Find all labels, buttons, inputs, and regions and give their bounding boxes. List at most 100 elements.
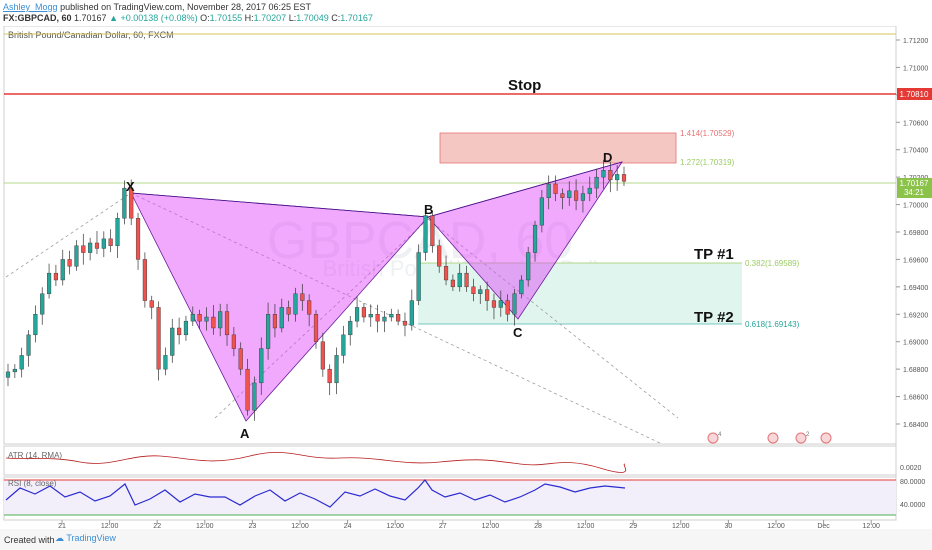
stop-zone	[439, 132, 677, 164]
last-price-badge	[897, 178, 932, 198]
candle-body	[512, 293, 517, 315]
candle-body	[389, 314, 394, 318]
time-tick-label: 12:00	[101, 523, 119, 529]
price-tick-label: 1.71000	[903, 65, 928, 72]
svg-text:2: 2	[806, 432, 810, 438]
tradingview-brand: TradingView	[66, 533, 116, 543]
candle-body	[471, 286, 476, 294]
candle-body	[450, 279, 455, 288]
price-chart[interactable]: GBPCAD, 60 British Pound/Canadian Dollar…	[0, 26, 932, 529]
time-tick-label: 12:00	[862, 523, 880, 529]
candle-body	[204, 316, 209, 322]
label-d: D	[603, 150, 612, 165]
price-tick-label: 1.68600	[903, 395, 928, 402]
candle-body	[567, 190, 572, 198]
time-tick-label: 12:00	[291, 523, 309, 529]
candle-body	[177, 327, 182, 336]
candle-body	[341, 334, 346, 356]
high-label: H:	[244, 13, 254, 23]
candle-body	[443, 266, 449, 281]
price-tick-label: 1.69400	[903, 285, 928, 292]
time-tick-label: 12:00	[196, 523, 214, 529]
candle-body	[183, 320, 189, 336]
candle-body	[266, 314, 271, 349]
rsi-line	[5, 479, 626, 508]
time-tick-label: 30	[725, 523, 733, 529]
candle-body	[348, 320, 353, 336]
candle-body	[307, 300, 312, 315]
candle-body	[354, 307, 360, 322]
candle-body	[101, 238, 106, 249]
candle-body	[519, 279, 524, 294]
candle-body	[580, 193, 586, 201]
price-tick-label: 1.69200	[903, 312, 928, 319]
candle-body	[539, 197, 544, 226]
candle-body	[218, 311, 223, 329]
time-axis[interactable]: 21 12:00 22 12:00 23 12:00 24 12:00 27 12:00 28 12:…	[58, 520, 880, 529]
publish-info: published on TradingView.com, November 2…	[60, 2, 312, 12]
candle-body	[170, 327, 175, 356]
candle-body	[259, 348, 264, 384]
atr-label: ATR (14, RMA)	[8, 451, 62, 460]
price-tick-label: 1.68400	[903, 422, 928, 429]
event-icons[interactable]: 4 2	[707, 432, 832, 444]
candle-body	[224, 311, 230, 336]
candle-body	[423, 215, 428, 253]
candle-body	[149, 300, 154, 308]
candle-body	[46, 272, 52, 294]
price-tick-label: 1.70000	[903, 203, 928, 210]
chart-title: British Pound/Canadian Dollar, 60, FXCM	[8, 30, 174, 40]
time-tick-label: 12:00	[386, 523, 404, 529]
trend-line-3	[214, 218, 429, 419]
candle-body	[553, 183, 558, 194]
atr-tick: 0.0020	[900, 465, 922, 472]
high-value: 1.70207	[253, 13, 287, 23]
candles	[5, 159, 627, 421]
candle-body	[33, 314, 38, 336]
time-tick-label: 12:00	[767, 523, 785, 529]
candle-body	[279, 307, 284, 329]
candle-body	[81, 245, 86, 253]
candle-body	[478, 289, 483, 294]
fib-0618-label: 0.618(1.69143)	[745, 320, 800, 329]
main-pane	[3, 26, 897, 445]
low-label: L:	[288, 13, 297, 23]
candle-body	[272, 314, 278, 329]
candle-body	[382, 316, 387, 322]
footer: Created with ☁ TradingView	[0, 529, 932, 550]
candle-body	[60, 259, 65, 281]
trend-line-1	[5, 192, 132, 278]
rsi-tick-80: 80.0000	[900, 479, 925, 486]
author-link[interactable]: Ashley_Mogg	[3, 2, 58, 12]
time-tick-label: 24	[344, 523, 352, 529]
candle-body	[615, 174, 620, 181]
candle-body	[313, 314, 319, 342]
label-b: B	[424, 202, 433, 217]
candle-body	[40, 293, 45, 315]
candle-body	[53, 272, 58, 281]
time-tick-label: 12:00	[482, 523, 500, 529]
symbol-line: FX:GBPCAD, 60 1.70167 ▲ +0.00138 (+0.08%…	[3, 13, 373, 23]
open-label: O:	[200, 13, 210, 23]
candle-body	[19, 355, 24, 370]
tradingview-logo[interactable]: ☁ TradingView	[55, 533, 116, 543]
close-value: 1.70167	[340, 13, 373, 23]
candle-body	[409, 300, 414, 326]
candle-body	[601, 170, 606, 178]
atr-line	[5, 452, 627, 473]
candle-body	[12, 368, 17, 373]
candle-body	[156, 307, 161, 370]
time-tick-label: 12:00	[672, 523, 690, 529]
publish-line: Ashley_Mogg published on TradingView.com…	[3, 2, 311, 12]
candle-body	[327, 368, 332, 384]
candle-body	[300, 293, 305, 301]
price-tick-label: 1.71200	[903, 38, 928, 45]
candle-body	[505, 300, 510, 315]
time-tick-label: 22	[153, 523, 161, 529]
candle-body	[115, 218, 120, 246]
fib-1272-label: 1.272(1.70319)	[680, 158, 735, 167]
created-with-text: Created with	[4, 535, 55, 545]
trend-line-2	[130, 192, 663, 445]
candle-body	[608, 170, 613, 181]
stop-price-text: 1.70810	[900, 90, 929, 99]
